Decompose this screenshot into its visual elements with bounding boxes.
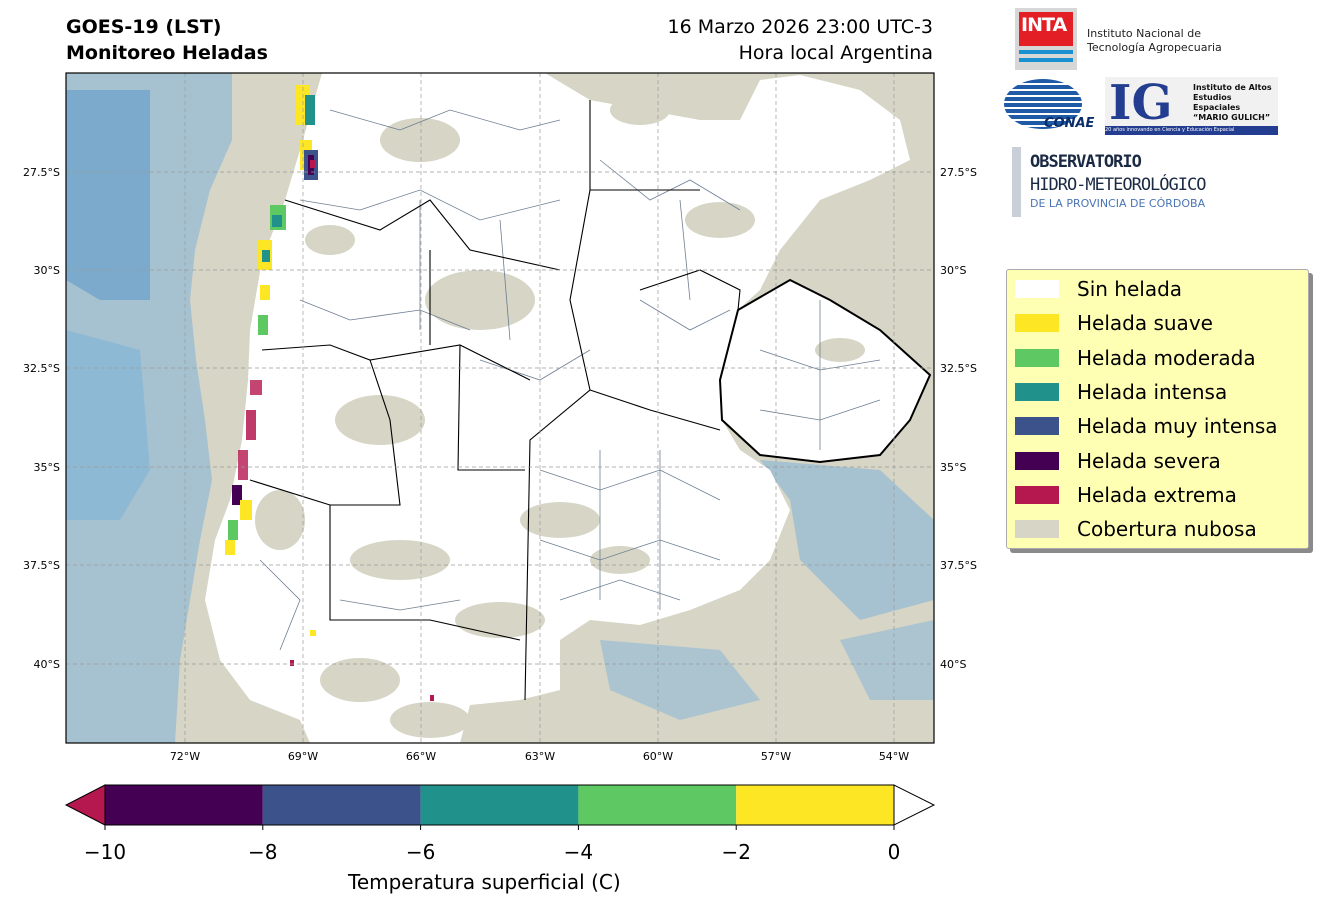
legend-swatch — [1015, 314, 1059, 333]
legend-label: Helada moderada — [1077, 345, 1256, 370]
lat-tick-label: 32.5°S — [940, 362, 977, 375]
colorbar-over-extension — [893, 784, 936, 826]
lat-labels-left: 27.5°S 30°S 32.5°S 35°S 37.5°S 40°S — [23, 166, 60, 671]
colorbar-tick-label: 0 — [888, 840, 901, 864]
lat-tick-label: 40°S — [34, 658, 60, 671]
lat-tick-label: 37.5°S — [23, 559, 60, 572]
inta-name-line-1: Instituto Nacional de — [1087, 27, 1201, 40]
legend-swatch — [1015, 280, 1059, 298]
atlantic-water-1 — [760, 460, 934, 620]
legend-label: Helada muy intensa — [1077, 414, 1278, 439]
graticule — [66, 73, 934, 743]
uruguay-clear-land — [720, 280, 930, 462]
ig-name-line-1: Instituto de Altos — [1193, 83, 1272, 92]
pacific-water-deep — [66, 90, 150, 300]
colorbar-bin — [736, 785, 894, 825]
lon-tick-label: 57°W — [761, 750, 791, 763]
inta-logo-word: INTA — [1021, 14, 1067, 36]
lat-tick-label: 37.5°S — [940, 559, 977, 572]
colorbar-tick-label: −2 — [721, 840, 750, 864]
colorbar-bin — [420, 785, 579, 825]
legend-label: Helada extrema — [1077, 482, 1237, 507]
colorbar-tick-label: −8 — [248, 840, 277, 864]
colorbar-label: Temperatura superficial (C) — [348, 870, 621, 894]
inta-logo: INTA — [1015, 8, 1077, 70]
colorbar-under-extension — [64, 784, 106, 826]
legend-label: Helada severa — [1077, 448, 1221, 473]
title-line-2: Monitoreo Heladas — [66, 42, 268, 64]
ig-name-line-2: Estudios Espaciales — [1193, 93, 1241, 112]
figure-title: GOES-19 (LST) Monitoreo Heladas — [66, 14, 268, 66]
legend-label: Helada suave — [1077, 311, 1213, 336]
atlantic-water-3 — [840, 620, 934, 700]
lon-tick-label: 63°W — [525, 750, 555, 763]
colorbar-tick-label: −6 — [406, 840, 435, 864]
province-boundaries — [249, 100, 741, 701]
inta-logo-stripe — [1019, 58, 1073, 62]
colorbar-frame — [104, 784, 895, 826]
legend-swatch — [1015, 520, 1059, 539]
lon-tick-label: 60°W — [643, 750, 673, 763]
colorbar-bin — [105, 785, 263, 825]
lat-tick-label: 32.5°S — [23, 362, 60, 375]
ig-strip: 20 años innovando en Ciencia y Educación… — [1105, 126, 1278, 135]
observatorio-bar — [1012, 147, 1021, 217]
atlantic-water-2 — [600, 640, 760, 720]
legend-swatch — [1015, 485, 1059, 504]
inta-name-line-2: Tecnología Agropecuaria — [1087, 41, 1222, 54]
lat-tick-label: 30°S — [34, 264, 60, 277]
lat-labels-right: 27.5°S 30°S 32.5°S 35°S 37.5°S 40°S — [940, 166, 977, 671]
uruguay-border — [718, 278, 932, 464]
observatorio-subtitle: HIDRO-METEOROLÓGICO — [1030, 175, 1206, 195]
figure-date: 16 Marzo 2026 23:00 UTC-3 Hora local Arg… — [668, 14, 934, 66]
lon-tick-label: 69°W — [288, 750, 318, 763]
lon-tick-label: 66°W — [406, 750, 436, 763]
time-zone-line: Hora local Argentina — [738, 42, 933, 64]
lat-tick-label: 30°S — [940, 264, 966, 277]
lat-tick-label: 35°S — [34, 461, 60, 474]
observatorio-title: OBSERVATORIO — [1030, 152, 1142, 172]
date-line: 16 Marzo 2026 23:00 UTC-3 — [667, 16, 934, 38]
legend-label: Cobertura nubosa — [1077, 517, 1257, 542]
ig-name-line-3: “MARIO GULICH” — [1193, 113, 1271, 122]
inta-name: Instituto Nacional de Tecnología Agropec… — [1087, 27, 1222, 55]
lon-tick-label: 72°W — [170, 750, 200, 763]
colorbar-tick-label: −4 — [564, 840, 593, 864]
ig-name: Instituto de Altos Estudios Espaciales “… — [1193, 83, 1278, 123]
lon-tick-label: 54°W — [879, 750, 909, 763]
inta-logo-mark — [1019, 12, 1073, 46]
inta-logo-stripe — [1019, 50, 1073, 54]
legend-label: Sin helada — [1077, 277, 1183, 301]
ig-logo: IG Instituto de Altos Estudios Espaciale… — [1105, 75, 1278, 135]
lat-tick-label: 27.5°S — [940, 166, 977, 179]
legend-label: Helada intensa — [1077, 379, 1228, 404]
department-boundaries — [259, 109, 881, 651]
conae-logo-word: CONAE — [1044, 116, 1095, 131]
colorbar-bin — [262, 785, 421, 825]
colorbar: −10 −8 −6 −4 −2 0 — [64, 784, 936, 864]
map-area — [66, 73, 934, 743]
lat-tick-label: 27.5°S — [23, 166, 60, 179]
legend-swatch — [1015, 348, 1059, 367]
lat-tick-label: 35°S — [940, 461, 966, 474]
title-line-1: GOES-19 (LST) — [66, 16, 222, 38]
observatorio-province: DE LA PROVINCIA DE CÓRDOBA — [1030, 197, 1206, 210]
legend-swatch — [1015, 451, 1059, 470]
colorbar-tick-label: −10 — [84, 840, 126, 864]
ig-logo-letters: IG — [1109, 75, 1173, 131]
pacific-water-south — [66, 330, 150, 520]
map-frame — [65, 72, 935, 744]
lon-labels-bottom: 72°W 69°W 66°W 63°W 60°W 57°W 54°W — [170, 750, 909, 763]
andes-frost-pixels — [225, 85, 434, 701]
legend-swatch — [1015, 382, 1059, 401]
colorbar-bin — [578, 785, 737, 825]
lat-tick-label: 40°S — [940, 658, 966, 671]
conae-globe-icon — [1004, 79, 1082, 129]
legend: Sin helada Helada suave Helada moderada Hel… — [1006, 269, 1309, 549]
legend-swatch — [1015, 417, 1059, 436]
